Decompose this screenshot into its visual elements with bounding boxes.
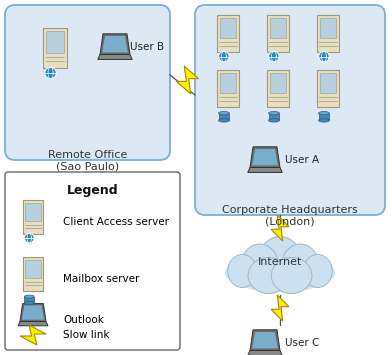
Ellipse shape [24, 295, 34, 298]
Ellipse shape [225, 253, 335, 292]
Ellipse shape [319, 119, 329, 122]
Ellipse shape [319, 111, 329, 115]
Text: Corporate Headquarters
(London): Corporate Headquarters (London) [222, 205, 358, 226]
Polygon shape [20, 304, 46, 322]
Polygon shape [270, 18, 286, 38]
Polygon shape [320, 18, 336, 38]
Ellipse shape [303, 255, 332, 288]
FancyBboxPatch shape [5, 5, 170, 160]
Ellipse shape [269, 119, 279, 122]
Polygon shape [220, 18, 236, 38]
Text: User A: User A [285, 155, 319, 165]
Polygon shape [43, 28, 67, 68]
Polygon shape [250, 330, 280, 350]
Polygon shape [250, 147, 280, 168]
Ellipse shape [282, 244, 319, 286]
FancyBboxPatch shape [195, 5, 385, 215]
Polygon shape [269, 113, 279, 120]
FancyBboxPatch shape [5, 172, 180, 350]
Polygon shape [270, 73, 286, 93]
Polygon shape [252, 332, 278, 348]
Polygon shape [102, 36, 128, 53]
Text: Internet: Internet [258, 257, 302, 267]
Text: Legend: Legend [67, 184, 118, 197]
Polygon shape [176, 66, 198, 94]
Polygon shape [20, 325, 46, 345]
Polygon shape [320, 73, 336, 93]
Ellipse shape [248, 257, 289, 294]
Ellipse shape [269, 111, 279, 115]
Ellipse shape [228, 255, 257, 288]
Polygon shape [271, 215, 289, 241]
Polygon shape [46, 31, 64, 53]
Polygon shape [267, 15, 289, 52]
Ellipse shape [218, 111, 229, 115]
Polygon shape [23, 200, 43, 234]
Polygon shape [220, 73, 236, 93]
Text: User C: User C [285, 338, 319, 348]
Ellipse shape [241, 244, 278, 286]
Circle shape [319, 51, 329, 62]
Circle shape [269, 51, 279, 62]
Polygon shape [25, 260, 40, 278]
Polygon shape [248, 350, 282, 355]
Circle shape [219, 51, 229, 62]
Text: Slow link: Slow link [63, 330, 109, 340]
Polygon shape [218, 113, 229, 120]
Polygon shape [252, 149, 278, 165]
Polygon shape [25, 203, 40, 222]
Text: Remote Office
(Sao Paulo): Remote Office (Sao Paulo) [48, 150, 127, 171]
Polygon shape [217, 70, 239, 107]
Ellipse shape [218, 119, 229, 122]
Polygon shape [18, 322, 48, 326]
Polygon shape [248, 168, 282, 173]
Polygon shape [24, 296, 34, 303]
Circle shape [24, 233, 34, 243]
Polygon shape [319, 113, 329, 120]
Polygon shape [271, 295, 289, 321]
Text: User B: User B [130, 42, 164, 52]
Text: Mailbox server: Mailbox server [63, 274, 140, 284]
Polygon shape [22, 305, 44, 320]
Polygon shape [23, 257, 43, 291]
Text: Client Access server: Client Access server [63, 217, 169, 227]
Polygon shape [98, 55, 132, 59]
Polygon shape [100, 34, 130, 55]
Ellipse shape [258, 236, 302, 288]
Polygon shape [267, 70, 289, 107]
Polygon shape [217, 15, 239, 52]
Polygon shape [317, 70, 339, 107]
Ellipse shape [271, 257, 312, 294]
Polygon shape [317, 15, 339, 52]
Ellipse shape [24, 302, 34, 305]
Circle shape [45, 67, 56, 79]
Text: Outlook: Outlook [63, 315, 104, 325]
